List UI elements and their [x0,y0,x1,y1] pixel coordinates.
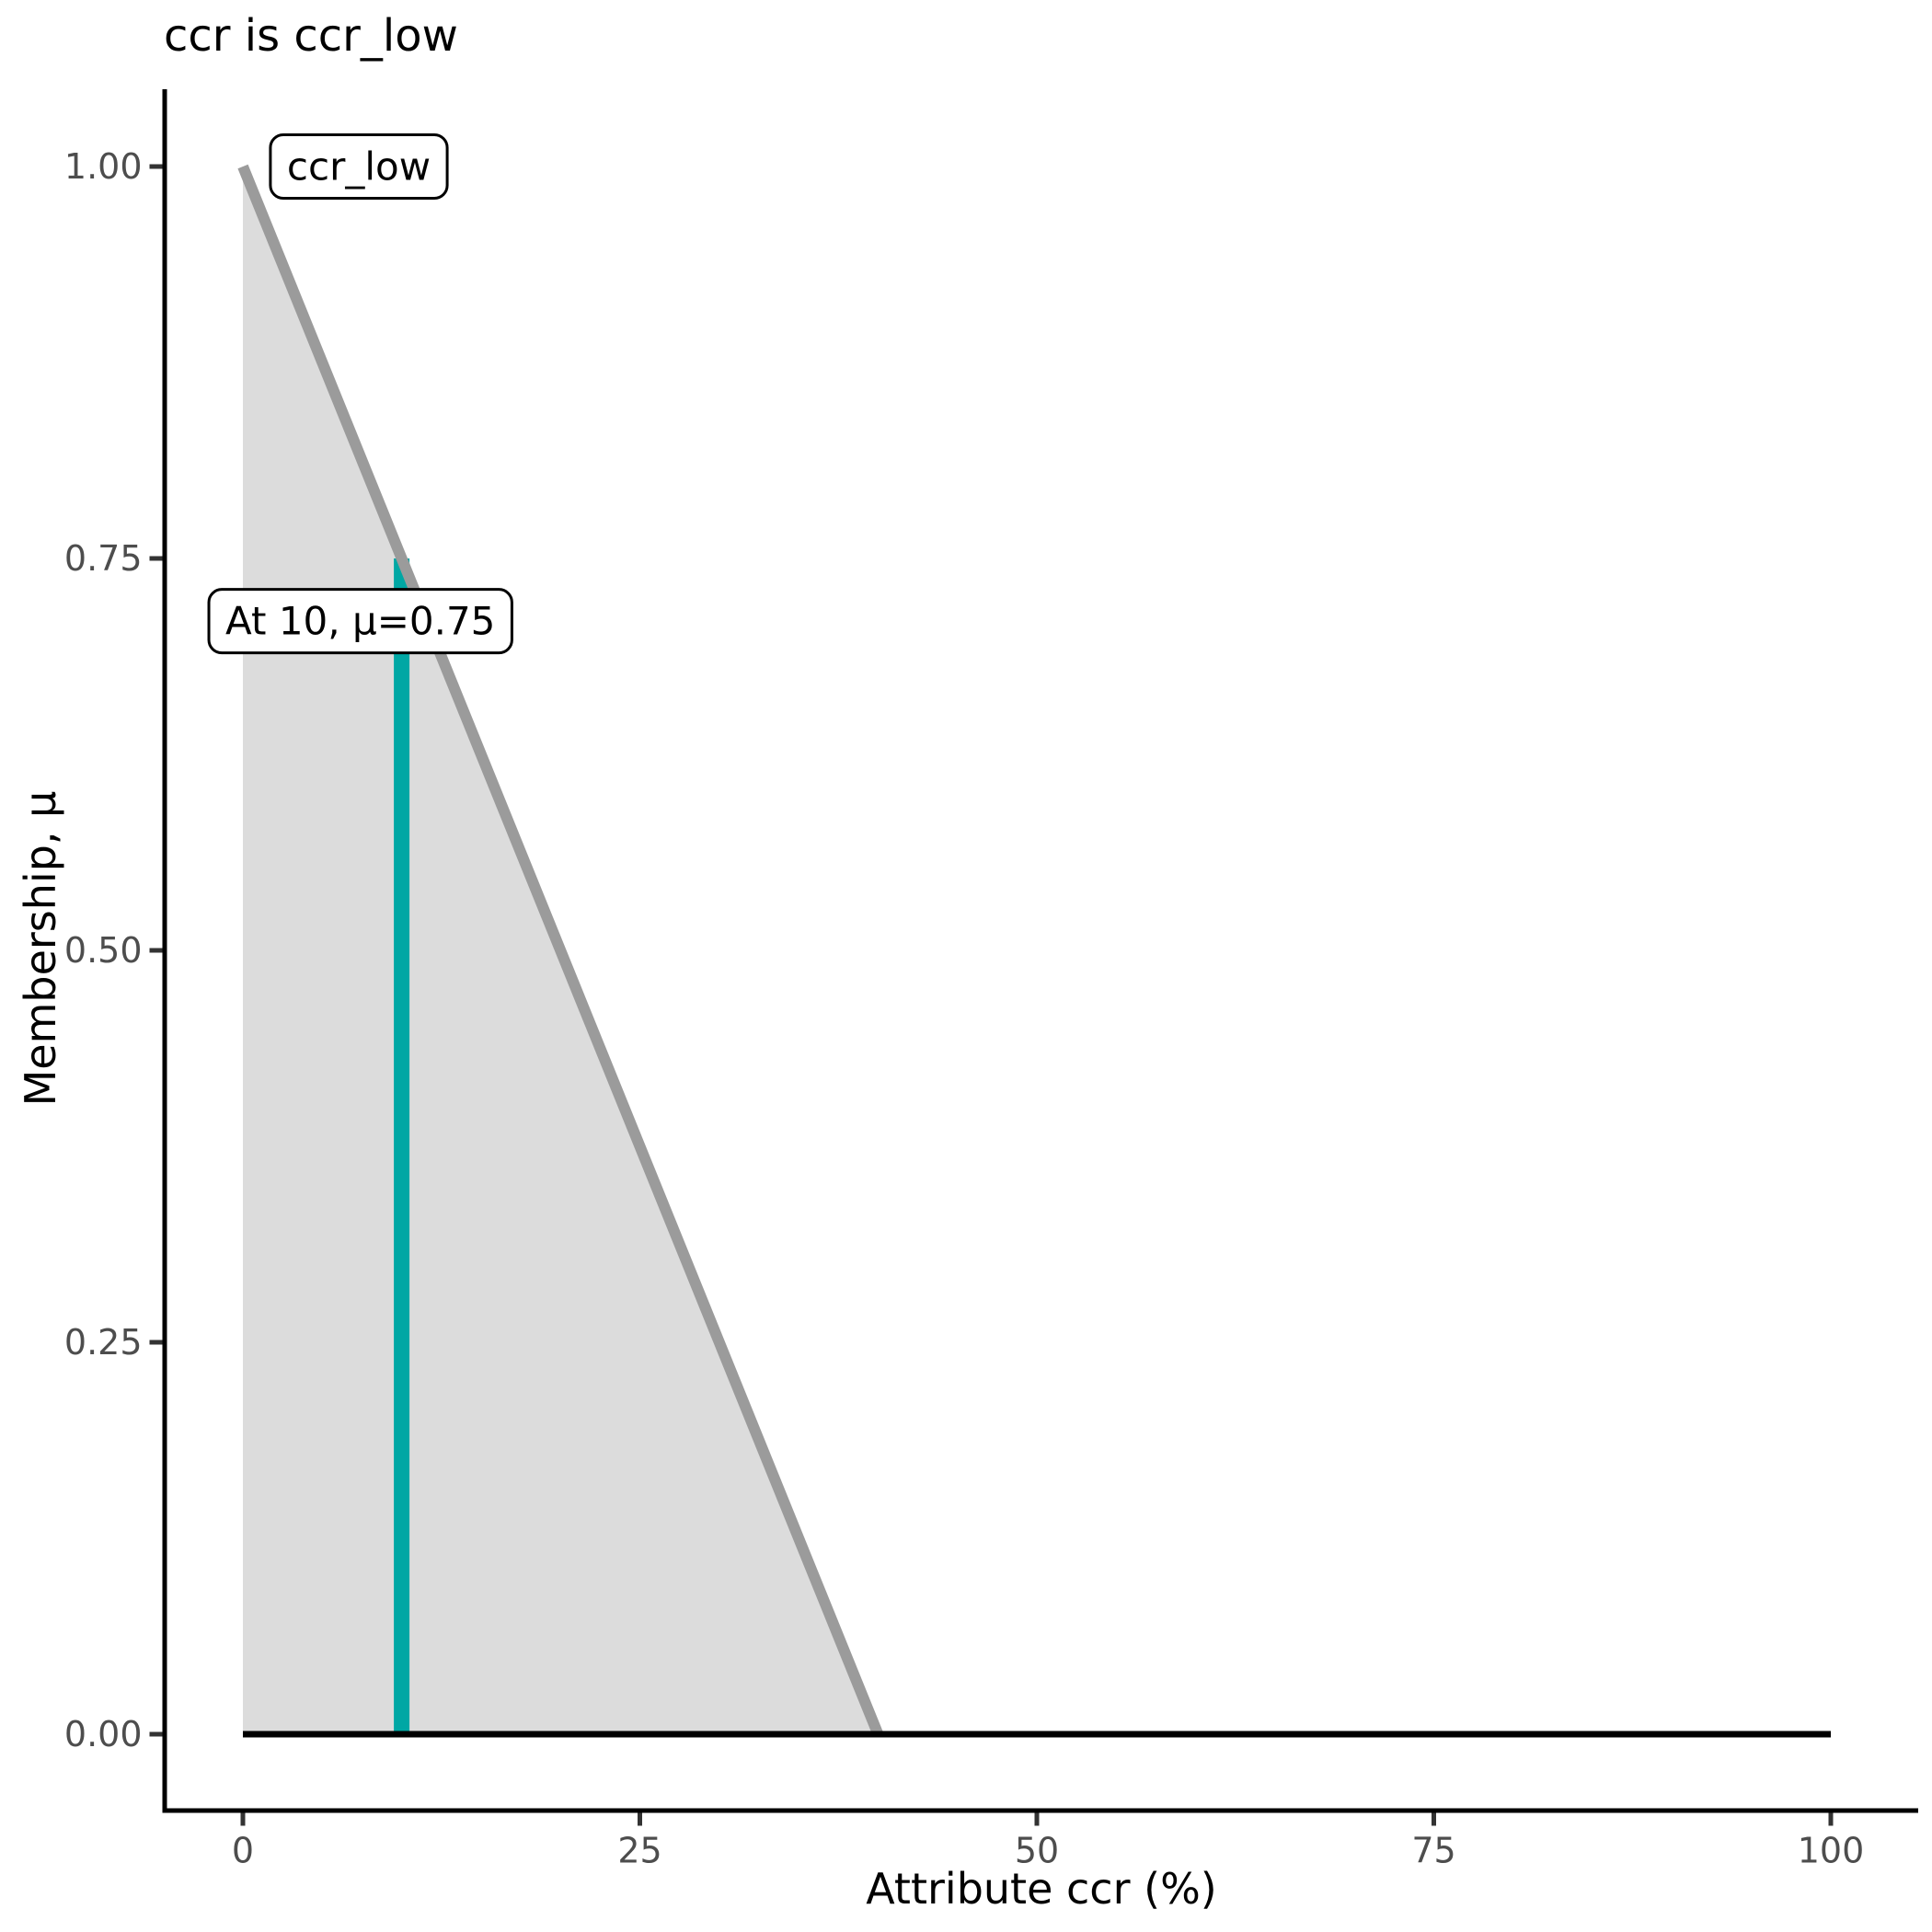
x-tick-label: 75 [1411,1831,1455,1871]
x-tick-label: 25 [617,1831,661,1871]
x-axis-title: Attribute ccr (%) [866,1864,1217,1914]
annotation-label: ccr_low [269,133,449,200]
y-axis-title: Membership, μ [16,790,65,1107]
y-tick-label: 0.25 [64,1322,143,1363]
y-tick-label: 1.00 [64,146,143,187]
y-tick-label: 0.50 [64,930,143,971]
membership-function-line [237,164,883,1737]
annotation-text: ccr_low [287,144,431,190]
plot-title: ccr is ccr_low [164,10,458,62]
annotation-box [207,588,513,655]
annotation-text: At 10, μ=0.75 [225,599,495,644]
y-tick-label: 0.75 [64,538,143,579]
x-tick-label: 0 [232,1831,254,1871]
x-tick-label: 50 [1015,1831,1059,1871]
annotation-label: At 10, μ=0.75 [207,588,513,655]
annotation-box [269,133,449,200]
y-tick-label: 0.00 [64,1714,143,1754]
x-tick-label: 100 [1798,1831,1865,1871]
